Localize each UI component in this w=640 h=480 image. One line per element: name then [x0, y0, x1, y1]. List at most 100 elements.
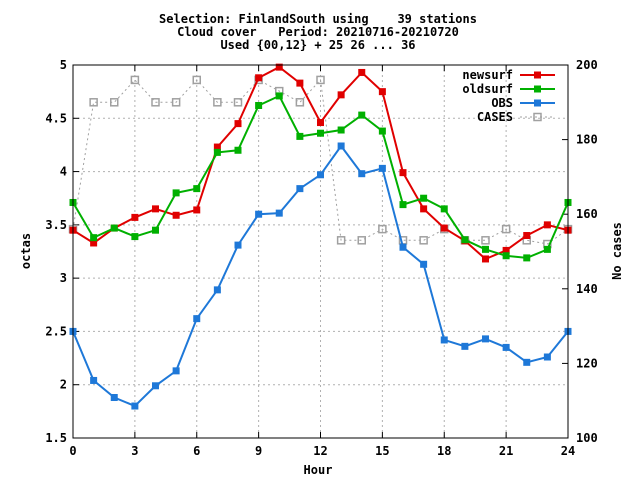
y2-tick-label-140: 140	[576, 282, 598, 296]
point-oldsurf-6	[193, 185, 201, 193]
legend-marker-oldsurf	[534, 85, 541, 93]
point-oldsurf-23	[543, 245, 551, 253]
legend-entry-obs: OBS	[491, 96, 555, 110]
point-cases-15	[378, 224, 387, 234]
point-oldsurf-9	[255, 101, 263, 109]
point-oldsurf-17	[420, 194, 428, 202]
x-tick-label-12: 12	[313, 444, 327, 458]
point-obs-4	[152, 382, 159, 390]
y-tick-label-5: 5	[60, 58, 67, 72]
point-obs-12	[317, 171, 324, 179]
y-axis-ticks: 1.5 2 2.5 3 3.5 4 4.5 5	[45, 58, 79, 445]
point-obs-9	[255, 210, 263, 218]
point-cases-14	[357, 236, 366, 245]
point-newsurf-15	[378, 88, 386, 96]
point-obs-1	[90, 376, 98, 384]
point-newsurf-13	[337, 91, 345, 99]
series-newsurf	[69, 63, 572, 263]
point-cases-1	[89, 98, 98, 107]
point-obs-11	[296, 185, 304, 193]
point-obs-18	[440, 336, 448, 344]
y2-axis-ticks: 100 120 140 160 180 200	[562, 58, 598, 445]
y2-tick-label-160: 160	[576, 207, 598, 221]
x-tick-label-18: 18	[437, 444, 451, 458]
point-cases-3	[130, 75, 140, 85]
title-line-3: Used {00,12} + 25 26 ... 36	[220, 38, 415, 52]
x-axis-label: Hour	[304, 463, 333, 477]
point-cases-20	[481, 236, 490, 245]
point-oldsurf-7	[213, 148, 221, 156]
x-tick-label-0: 0	[69, 444, 76, 458]
point-oldsurf-15	[378, 127, 386, 135]
y2-tick-label-200: 200	[576, 58, 598, 72]
point-newsurf-3	[131, 213, 139, 221]
point-cases-13	[336, 236, 346, 245]
legend-marker-newsurf	[534, 71, 541, 79]
point-oldsurf-3	[131, 233, 139, 241]
y-tick-label-3: 3	[60, 271, 67, 285]
point-newsurf-22	[523, 232, 531, 240]
point-oldsurf-10	[275, 92, 283, 100]
legend-entry-oldsurf: oldsurf	[462, 82, 555, 96]
point-oldsurf-19	[461, 236, 469, 244]
point-cases-6	[192, 75, 201, 85]
point-oldsurf-11	[296, 132, 304, 140]
point-oldsurf-13	[337, 126, 345, 134]
point-obs-10	[275, 209, 283, 217]
legend-marker-obs	[534, 99, 541, 107]
point-newsurf-5	[172, 211, 180, 219]
series-obs	[69, 142, 572, 410]
point-oldsurf-22	[523, 254, 531, 262]
y2-tick-label-180: 180	[576, 133, 598, 147]
point-newsurf-4	[152, 205, 159, 213]
point-obs-17	[420, 260, 428, 268]
point-obs-8	[234, 241, 242, 249]
x-tick-label-3: 3	[131, 444, 138, 458]
y-tick-label-1-5: 1.5	[45, 431, 67, 445]
point-cases-21	[501, 224, 511, 234]
legend-label-cases: CASES	[477, 110, 513, 124]
x-tick-label-15: 15	[375, 444, 389, 458]
x-tick-label-6: 6	[193, 444, 200, 458]
y-tick-label-2: 2	[60, 378, 67, 392]
y2-tick-label-100: 100	[576, 431, 598, 445]
point-oldsurf-8	[234, 146, 242, 154]
point-newsurf-10	[275, 63, 283, 71]
series-line-cases	[72, 78, 569, 245]
point-newsurf-11	[296, 79, 304, 87]
data-series	[68, 63, 573, 410]
point-newsurf-8	[234, 120, 242, 128]
point-newsurf-12	[317, 119, 324, 127]
point-newsurf-16	[399, 169, 407, 177]
point-obs-19	[461, 342, 469, 350]
point-obs-21	[502, 343, 510, 351]
point-obs-22	[523, 358, 531, 366]
point-newsurf-18	[440, 224, 448, 232]
point-cases-12	[316, 75, 325, 85]
point-cases-4	[151, 98, 160, 107]
y-tick-label-4: 4	[60, 165, 67, 179]
point-oldsurf-21	[502, 252, 510, 260]
y-tick-label-2-5: 2.5	[45, 324, 67, 338]
point-obs-13	[337, 142, 345, 150]
point-oldsurf-16	[399, 201, 407, 209]
y-axis-label: octas	[19, 233, 33, 269]
point-obs-6	[193, 315, 201, 323]
x-tick-label-9: 9	[255, 444, 262, 458]
legend-entry-newsurf: newsurf	[462, 68, 555, 82]
point-oldsurf-18	[440, 205, 448, 213]
x-tick-label-24: 24	[561, 444, 575, 458]
legend-marker-cases	[533, 112, 542, 122]
x-axis-ticks: 0 3 6 9 12 15 18 21 24	[69, 65, 575, 458]
title-line-1: Selection: FinlandSouth using 39 station…	[159, 12, 477, 26]
point-newsurf-20	[482, 255, 489, 263]
point-obs-7	[213, 286, 221, 294]
series-oldsurf	[69, 92, 572, 262]
plot-frame	[72, 64, 569, 439]
legend-entry-cases: CASES	[477, 110, 555, 124]
point-newsurf-23	[543, 221, 551, 229]
point-oldsurf-4	[152, 226, 159, 234]
point-cases-2	[110, 98, 119, 107]
